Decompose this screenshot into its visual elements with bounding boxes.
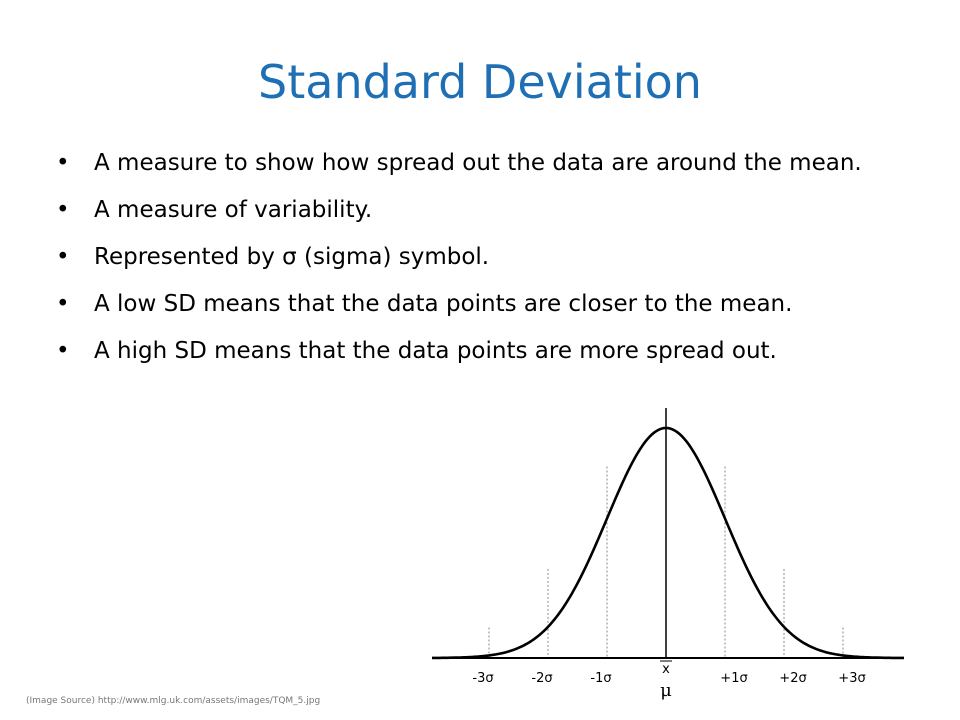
sigma-label-minus2: -2σ <box>531 671 552 686</box>
bell-curve-figure: -3σ -2σ -1σ +1σ +2σ +3σ x μ <box>428 405 908 700</box>
mu-label: μ <box>660 680 672 700</box>
sigma-label-plus1: +1σ <box>720 671 747 686</box>
bullet-dot: • <box>56 197 70 223</box>
sigma-guide-lines <box>488 466 844 658</box>
sigma-label-minus1: -1σ <box>590 671 611 686</box>
image-source-caption: (Image Source) http://www.mlg.uk.com/ass… <box>26 696 321 706</box>
bullet-list: • A measure to show how spread out the d… <box>56 146 906 381</box>
bullet-item: • A measure of variability. <box>56 193 906 227</box>
bullet-item: • A low SD means that the data points ar… <box>56 287 906 321</box>
xbar-label: x <box>662 662 670 677</box>
bullet-text: A low SD means that the data points are … <box>94 291 793 317</box>
sigma-labels: -3σ -2σ -1σ +1σ +2σ +3σ <box>472 671 865 686</box>
bullet-text: Represented by σ (sigma) symbol. <box>94 244 490 270</box>
bullet-dot: • <box>56 150 70 176</box>
bullet-text: A measure of variability. <box>94 197 373 223</box>
bell-curve <box>432 426 904 660</box>
bullet-text: A measure to show how spread out the dat… <box>94 150 862 176</box>
bullet-item: • A measure to show how spread out the d… <box>56 146 906 180</box>
bell-curve-svg: -3σ -2σ -1σ +1σ +2σ +3σ x μ <box>432 408 904 700</box>
bullet-dot: • <box>56 291 70 317</box>
sigma-label-plus3: +3σ <box>838 671 865 686</box>
sigma-label-minus3: -3σ <box>472 671 493 686</box>
sigma-label-plus2: +2σ <box>779 671 806 686</box>
bullet-item: • A high SD means that the data points a… <box>56 334 906 368</box>
bullet-dot: • <box>56 244 70 270</box>
bullet-item: • Represented by σ (sigma) symbol. <box>56 240 906 274</box>
slide-title: Standard Deviation <box>258 55 702 109</box>
bullet-text: A high SD means that the data points are… <box>94 338 777 364</box>
bullet-dot: • <box>56 338 70 364</box>
